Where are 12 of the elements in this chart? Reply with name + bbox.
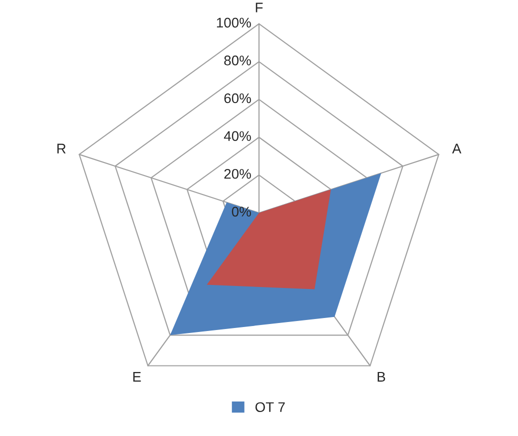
legend-label: OT 7 [255,402,285,412]
y-tick-label: 20% [224,168,251,179]
spoke-label: R [57,144,66,154]
y-tick-label: 60% [224,93,251,104]
spoke-label: F [256,2,263,12]
spoke-label: A [452,144,462,154]
y-tick-label: 0% [232,206,251,217]
spoke-label: E [133,372,141,382]
spoke-label: B [378,372,386,382]
y-tick-label: 40% [224,131,251,141]
y-tick-label: 80% [224,56,251,66]
y-tick-label: 100% [216,18,251,28]
